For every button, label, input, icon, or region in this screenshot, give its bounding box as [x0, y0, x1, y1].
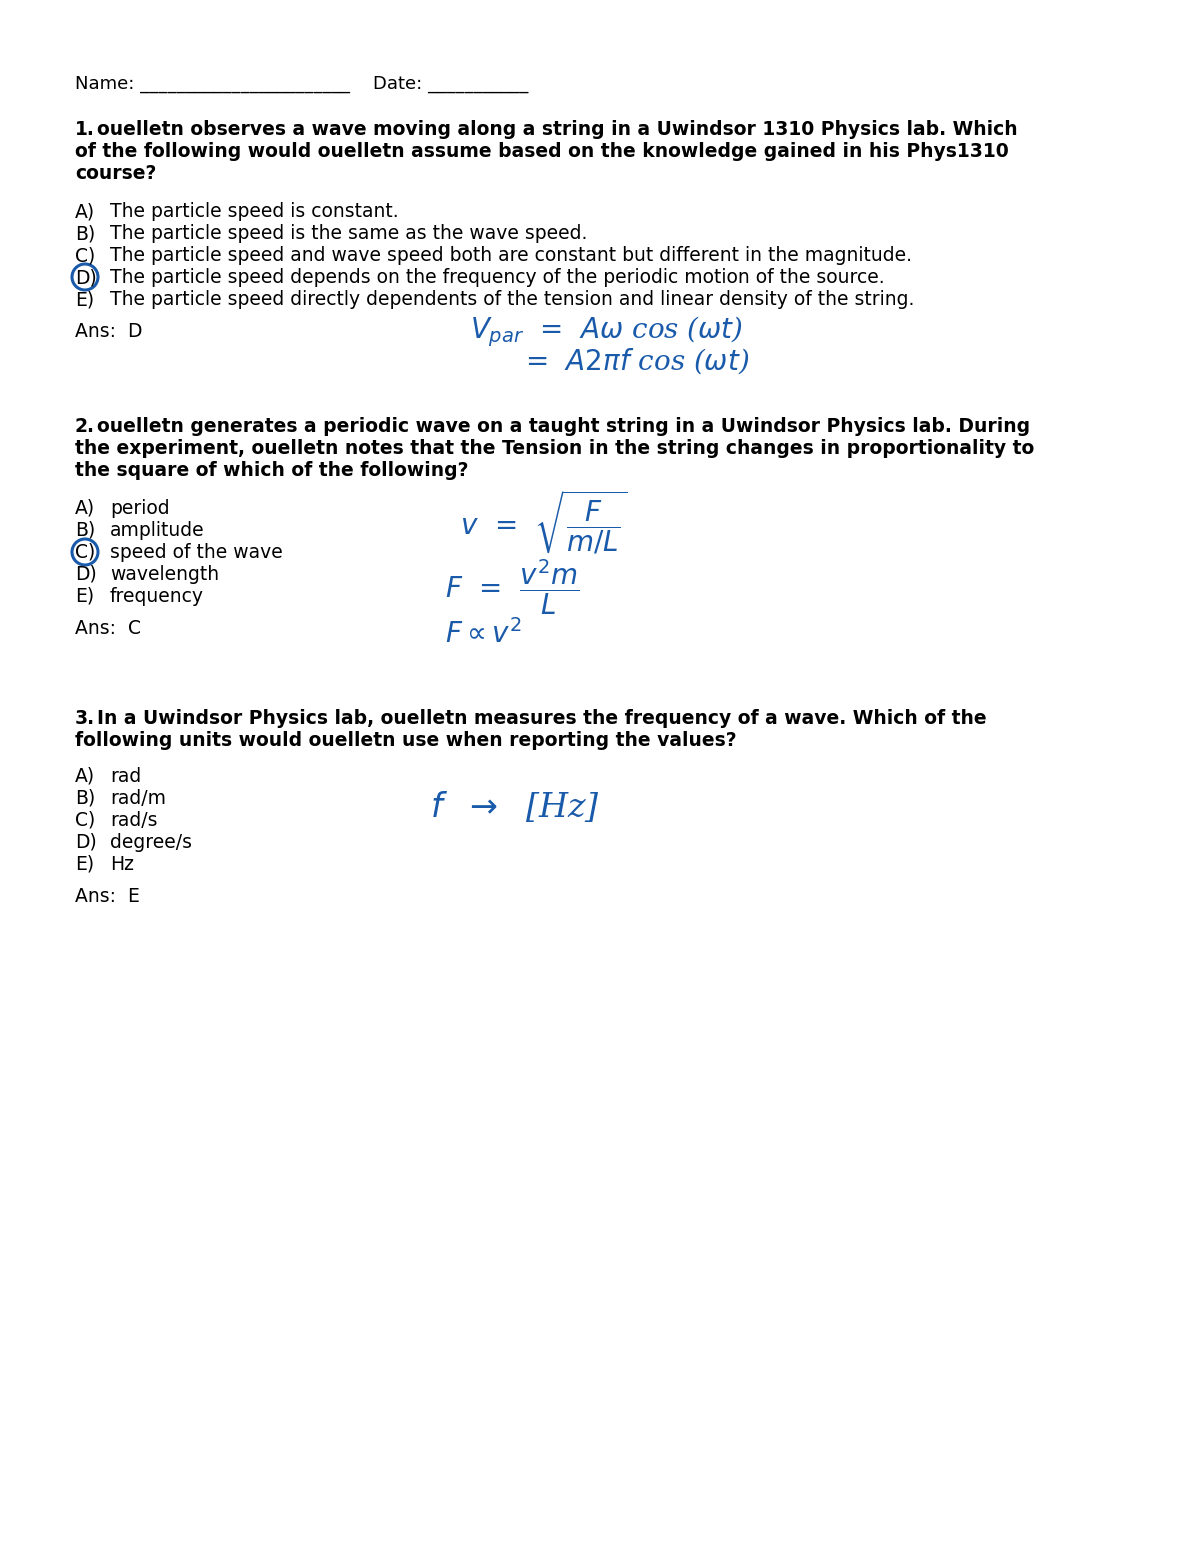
Text: ouelletn generates a periodic wave on a taught string in a Uwindsor Physics lab.: ouelletn generates a periodic wave on a … [97, 418, 1030, 436]
Text: The particle speed depends on the frequency of the periodic motion of the source: The particle speed depends on the freque… [110, 269, 884, 287]
Text: $f$  $\rightarrow$  [Hz]: $f$ $\rightarrow$ [Hz] [430, 789, 600, 825]
Text: Name: _______________________    Date: ___________: Name: _______________________ Date: ____… [74, 75, 528, 93]
Text: frequency: frequency [110, 587, 204, 606]
Text: E): E) [74, 290, 94, 309]
Text: Hz: Hz [110, 856, 134, 874]
Text: A): A) [74, 767, 95, 786]
Text: B): B) [74, 520, 95, 540]
Text: amplitude: amplitude [110, 520, 205, 540]
Text: 1.: 1. [74, 120, 95, 140]
Text: course?: course? [74, 165, 156, 183]
Text: E): E) [74, 856, 94, 874]
Text: following units would ouelletn use when reporting the values?: following units would ouelletn use when … [74, 731, 737, 750]
Text: The particle speed is the same as the wave speed.: The particle speed is the same as the wa… [110, 224, 587, 242]
Text: Ans:  D: Ans: D [74, 321, 143, 342]
Text: Ans:  E: Ans: E [74, 887, 140, 905]
Text: $V_{par}$  =  $A\omega$ cos ($\omega t$): $V_{par}$ = $A\omega$ cos ($\omega t$) [470, 314, 744, 348]
Text: period: period [110, 499, 169, 519]
Text: The particle speed directly dependents of the tension and linear density of the : The particle speed directly dependents o… [110, 290, 914, 309]
Text: the experiment, ouelletn notes that the Tension in the string changes in proport: the experiment, ouelletn notes that the … [74, 439, 1034, 458]
Text: Ans:  C: Ans: C [74, 620, 142, 638]
Text: degree/s: degree/s [110, 832, 192, 853]
Text: the square of which of the following?: the square of which of the following? [74, 461, 468, 480]
Text: 2.: 2. [74, 418, 95, 436]
Text: =  $A2\pi f$ cos ($\omega t$): = $A2\pi f$ cos ($\omega t$) [526, 346, 750, 376]
Text: B): B) [74, 224, 95, 242]
Text: wavelength: wavelength [110, 565, 220, 584]
Text: $v$  =  $\sqrt{\dfrac{F}{m/L}}$: $v$ = $\sqrt{\dfrac{F}{m/L}}$ [460, 489, 628, 556]
Text: C): C) [74, 811, 95, 829]
Text: D): D) [74, 565, 97, 584]
Text: A): A) [74, 202, 95, 221]
Text: The particle speed is constant.: The particle speed is constant. [110, 202, 398, 221]
Text: In a Uwindsor Physics lab, ouelletn measures the frequency of a wave. Which of t: In a Uwindsor Physics lab, ouelletn meas… [97, 710, 986, 728]
Text: rad/s: rad/s [110, 811, 157, 829]
Text: E): E) [74, 587, 94, 606]
Text: $F \propto v^2$: $F \propto v^2$ [445, 620, 522, 649]
Text: B): B) [74, 789, 95, 808]
Text: rad: rad [110, 767, 142, 786]
Text: The particle speed and wave speed both are constant but different in the magnitu: The particle speed and wave speed both a… [110, 245, 912, 266]
Text: $F$  =  $\dfrac{v^2 m}{L}$: $F$ = $\dfrac{v^2 m}{L}$ [445, 558, 580, 617]
Text: 3.: 3. [74, 710, 95, 728]
Text: rad/m: rad/m [110, 789, 166, 808]
Text: D): D) [74, 832, 97, 853]
Text: D): D) [74, 269, 97, 287]
Text: of the following would ouelletn assume based on the knowledge gained in his Phys: of the following would ouelletn assume b… [74, 141, 1009, 162]
Text: speed of the wave: speed of the wave [110, 544, 283, 562]
Text: C): C) [74, 245, 95, 266]
Text: A): A) [74, 499, 95, 519]
Text: ouelletn observes a wave moving along a string in a Uwindsor 1310 Physics lab. W: ouelletn observes a wave moving along a … [97, 120, 1018, 140]
Text: C): C) [74, 544, 95, 562]
